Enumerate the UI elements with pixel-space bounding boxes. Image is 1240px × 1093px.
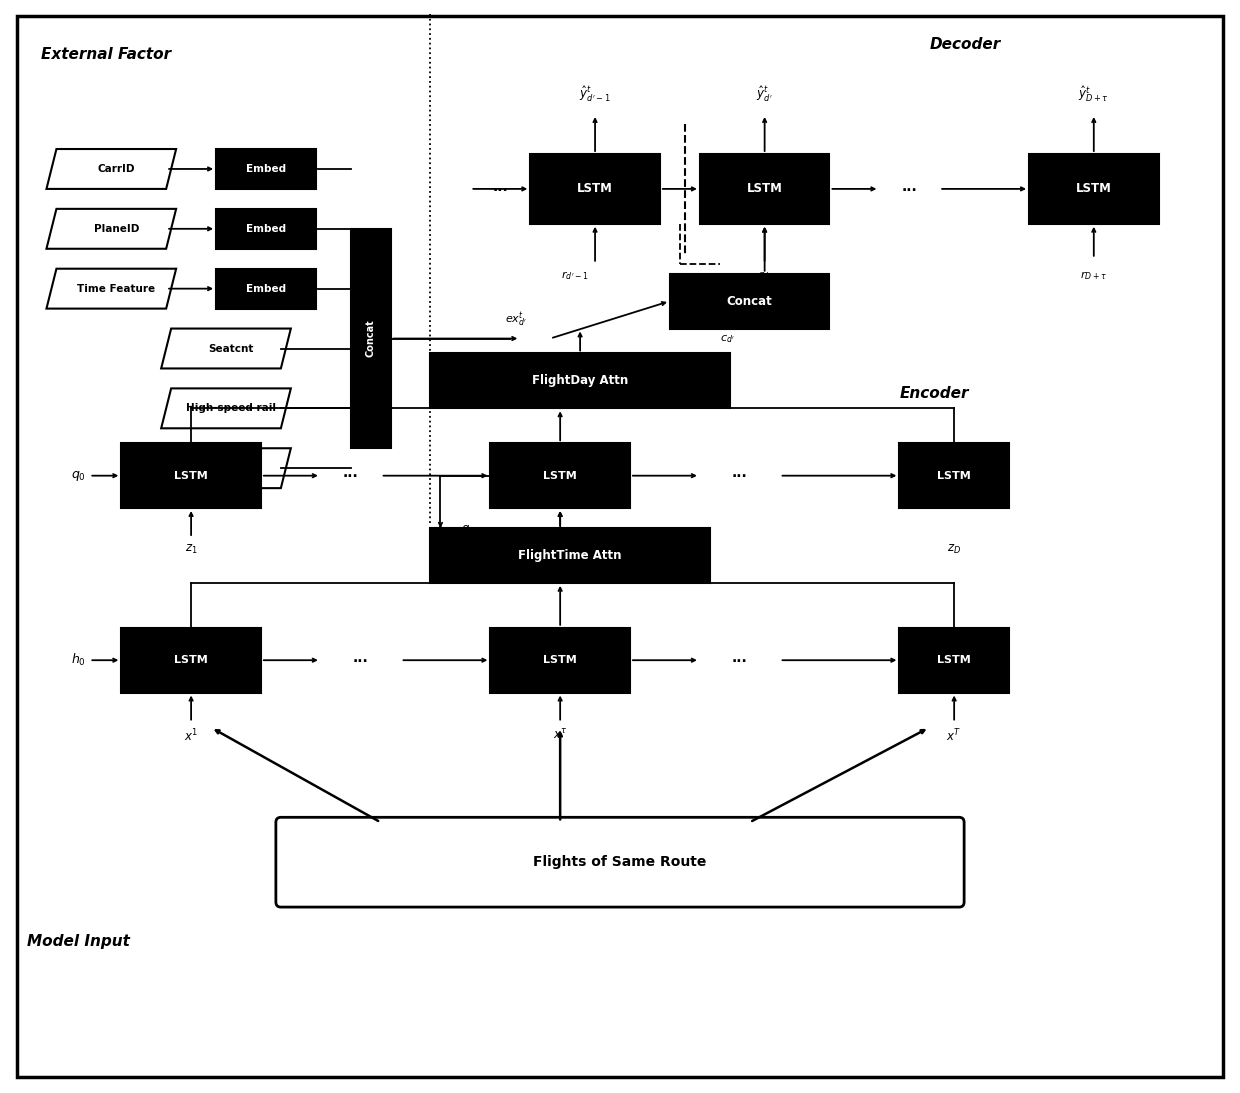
Text: CarrID: CarrID (98, 164, 135, 174)
Text: $ex_{d^{\prime}}^{t}$: $ex_{d^{\prime}}^{t}$ (469, 353, 491, 372)
FancyBboxPatch shape (216, 269, 316, 308)
Text: $q_{d-1}$: $q_{d-1}$ (461, 524, 490, 537)
Text: $r_{D+\tau}$: $r_{D+\tau}$ (1080, 269, 1107, 282)
Text: Seatcnt: Seatcnt (208, 343, 254, 353)
FancyBboxPatch shape (699, 154, 830, 224)
Text: ...: ... (732, 467, 748, 480)
Text: Embed: Embed (246, 224, 286, 234)
Text: $c_{d^{\prime}}$: $c_{d^{\prime}}$ (719, 333, 735, 345)
Text: ...: ... (224, 463, 237, 473)
Text: $r_{d^{\prime}}$: $r_{d^{\prime}}$ (758, 269, 771, 282)
FancyBboxPatch shape (351, 228, 391, 448)
FancyBboxPatch shape (430, 353, 729, 409)
Text: High-speed rail: High-speed rail (186, 403, 277, 413)
FancyBboxPatch shape (531, 154, 660, 224)
Text: $q_0$: $q_0$ (72, 469, 87, 483)
Text: Time Feature: Time Feature (77, 284, 155, 294)
Text: LSTM: LSTM (1076, 183, 1112, 196)
Text: LSTM: LSTM (174, 471, 208, 481)
Text: Decoder: Decoder (929, 37, 1001, 51)
FancyBboxPatch shape (275, 818, 965, 907)
Text: $z_d$: $z_d$ (553, 543, 567, 556)
Text: Flights of Same Route: Flights of Same Route (533, 855, 707, 869)
Text: $r_{d^{\prime}-1}$: $r_{d^{\prime}-1}$ (562, 269, 589, 282)
Text: FlightDay Attn: FlightDay Attn (532, 375, 629, 387)
Polygon shape (161, 329, 291, 368)
FancyBboxPatch shape (216, 209, 316, 249)
Text: LSTM: LSTM (543, 471, 577, 481)
Text: ...: ... (732, 650, 748, 665)
Text: $h_0$: $h_0$ (72, 653, 87, 668)
Text: LSTM: LSTM (746, 183, 782, 196)
Text: $\hat{y}_{D+\tau}^{t}$: $\hat{y}_{D+\tau}^{t}$ (1079, 84, 1110, 104)
Polygon shape (161, 448, 291, 489)
Text: Concat: Concat (366, 319, 376, 357)
Text: Embed: Embed (246, 284, 286, 294)
Polygon shape (161, 388, 291, 428)
FancyBboxPatch shape (430, 528, 709, 583)
Text: Concat: Concat (727, 295, 773, 307)
Text: ...: ... (353, 650, 368, 665)
Text: PlaneID: PlaneID (93, 224, 139, 234)
Text: ...: ... (492, 180, 508, 193)
FancyBboxPatch shape (490, 444, 630, 508)
Polygon shape (46, 269, 176, 308)
FancyBboxPatch shape (216, 149, 316, 189)
Text: Encoder: Encoder (899, 386, 968, 401)
Text: LSTM: LSTM (937, 655, 971, 666)
Text: $z_1$: $z_1$ (185, 543, 197, 556)
Text: $\hat{y}_{d^{\prime}-1}^{t}$: $\hat{y}_{d^{\prime}-1}^{t}$ (579, 84, 611, 104)
FancyBboxPatch shape (16, 16, 1224, 1077)
FancyBboxPatch shape (122, 627, 260, 693)
Text: ...: ... (342, 467, 358, 480)
Text: Model Input: Model Input (26, 935, 129, 950)
Text: $x^{\tau}$: $x^{\tau}$ (553, 728, 568, 741)
Text: External Factor: External Factor (41, 47, 171, 61)
Text: LSTM: LSTM (174, 655, 208, 666)
FancyBboxPatch shape (1029, 154, 1158, 224)
Text: $ex_{d^{\prime}}^{t}$: $ex_{d^{\prime}}^{t}$ (505, 310, 528, 329)
Text: ...: ... (901, 180, 918, 193)
Text: LSTM: LSTM (577, 183, 613, 196)
FancyBboxPatch shape (899, 444, 1009, 508)
FancyBboxPatch shape (490, 627, 630, 693)
Polygon shape (46, 149, 176, 189)
Text: LSTM: LSTM (937, 471, 971, 481)
Text: $x^T$: $x^T$ (946, 728, 962, 744)
Text: Embed: Embed (246, 164, 286, 174)
Text: $\hat{y}_{d^{\prime}}^{t}$: $\hat{y}_{d^{\prime}}^{t}$ (756, 84, 773, 104)
FancyBboxPatch shape (670, 273, 830, 329)
Text: $x^1$: $x^1$ (184, 728, 198, 744)
FancyBboxPatch shape (899, 627, 1009, 693)
FancyBboxPatch shape (122, 444, 260, 508)
Text: LSTM: LSTM (543, 655, 577, 666)
Polygon shape (46, 209, 176, 249)
Text: FlightTime Attn: FlightTime Attn (518, 549, 622, 562)
Text: $z_D$: $z_D$ (947, 543, 961, 556)
